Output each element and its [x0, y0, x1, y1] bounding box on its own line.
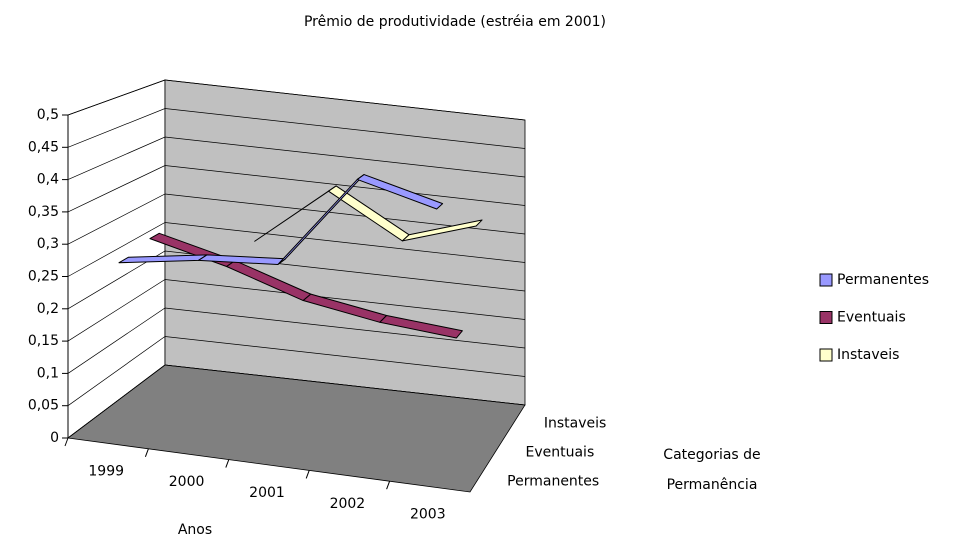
x-tick-label: 2003 [410, 507, 446, 523]
x-tick-label: 1999 [88, 463, 124, 479]
ribbon-segment [356, 174, 444, 210]
y-tick-label: 0,4 [37, 172, 59, 188]
y-tick-label: 0,35 [28, 204, 59, 220]
y-tick-label: 0,1 [37, 365, 59, 381]
x-axis-title: Anos [178, 522, 212, 538]
ribbon-segment [379, 314, 463, 339]
grid-line [67, 250, 526, 310]
x-tick [305, 470, 310, 479]
chart-title: Prêmio de produtividade (estréia em 2001… [304, 14, 606, 30]
legend-label: Eventuais [837, 310, 906, 326]
legend-swatch [819, 273, 833, 287]
y-tick-label: 0,2 [37, 301, 59, 317]
y-tick-label: 0,45 [28, 139, 59, 155]
y-tick-label: 0,15 [28, 333, 59, 349]
x-tick [225, 459, 230, 468]
depth-axis-title: Categorias de [663, 447, 760, 463]
x-tick [64, 437, 69, 447]
legend-swatch [819, 311, 833, 324]
grid-line [67, 279, 526, 342]
legend-label: Instaveis [837, 347, 899, 363]
grid-line [67, 79, 526, 121]
x-tick [386, 481, 391, 490]
grid-line [67, 108, 526, 149]
grid-line [67, 307, 526, 374]
grid-line [67, 364, 526, 439]
grid-line [67, 136, 526, 180]
depth-tick-label: Instaveis [544, 416, 606, 432]
grid-line [67, 193, 526, 245]
depth-tick-label: Permanentes [507, 474, 599, 490]
y-tick-label: 0 [50, 430, 59, 446]
legend-label: Permanentes [837, 272, 929, 288]
y-tick-label: 0,25 [28, 269, 59, 285]
x-tick-label: 2002 [330, 496, 366, 512]
x-tick [144, 448, 149, 457]
depth-tick-label: Eventuais [526, 445, 595, 461]
x-tick-label: 2000 [169, 474, 205, 490]
y-tick-label: 0,3 [37, 236, 59, 252]
x-tick-label: 2001 [249, 485, 285, 501]
grid-line [67, 336, 526, 406]
ribbon-segment [401, 219, 483, 242]
depth-axis-title: Permanência [667, 477, 758, 493]
y-tick-label: 0,05 [28, 398, 59, 414]
y-tick-label: 0,5 [37, 107, 59, 123]
legend-swatch [819, 348, 833, 362]
grid-line [67, 222, 526, 277]
